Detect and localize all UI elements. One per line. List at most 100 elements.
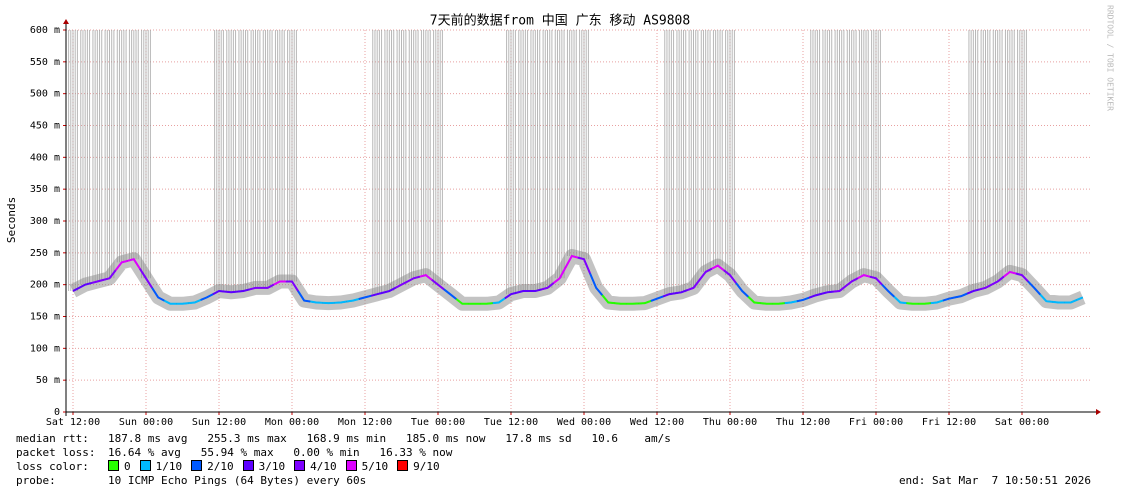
x-tick-label: Mon 12:00 [338,417,392,428]
loss-segment [188,299,202,305]
loss-segment [930,299,944,305]
y-tick-label: 200 m [30,280,60,291]
legend: loss color: 0 1/10 2/10 3/10 4/10 5/10 9/10 [16,460,449,473]
loss-segment [577,256,592,274]
loss-segment [492,297,506,305]
loss-segment [796,296,810,303]
y-tick-label: 250 m [30,248,60,259]
loss-segment [991,275,1005,286]
axis-arrow [1096,409,1101,415]
x-tick-label: Fri 12:00 [922,417,976,428]
loss-segment [820,290,834,295]
loss-segment [541,282,555,291]
loss-segment [954,292,968,299]
legend-label: 5/10 [361,460,389,473]
loss-segment [249,286,262,291]
loss-segment [200,293,214,301]
legend-entry: 2/10 [191,460,234,473]
legend-label: 3/10 [258,460,286,473]
loss-segment [176,302,189,305]
median-stats: median rtt: 187.8 ms avg 255.3 ms max 168… [16,432,671,445]
x-tick-label: Sun 00:00 [119,417,173,428]
legend-label: 4/10 [310,460,337,473]
legend-label: 2/10 [207,460,234,473]
y-tick-label: 100 m [30,343,60,354]
loss-segment [589,273,604,296]
legend-swatch [139,460,151,471]
loss-segment [833,285,847,293]
loss-segment [698,267,713,281]
stat-label: packet loss: [16,446,96,459]
loss-segment [906,302,919,305]
legend-swatch [242,460,254,471]
x-tick-label: Sat 00:00 [995,417,1049,428]
loss-segment [747,296,761,305]
loss-segment [310,300,323,304]
loss-segment [638,299,652,305]
y-tick-label: 550 m [30,57,60,68]
loss-segment [358,294,372,300]
loss-segment [1003,270,1017,278]
end-time: end: Sat Mar 7 10:50:51 2026 [898,474,1091,487]
x-tick-label: Wed 00:00 [557,417,611,428]
x-tick-label: Tue 12:00 [484,417,538,428]
y-tick-label: 500 m [30,89,60,100]
x-tick-label: Mon 00:00 [265,417,319,428]
loss-segment [662,292,676,298]
loss-segment [918,302,931,305]
loss-segment [614,302,627,305]
stat-label: median rtt: [16,432,89,445]
loss-segment [1015,272,1029,283]
loss-segment [869,275,883,286]
loss-segment [881,283,895,298]
loss-segment [1027,280,1041,296]
legend-entry: 4/10 [294,460,337,473]
loss-segment [237,288,250,293]
loss-segment [784,300,798,305]
x-tick-label: Thu 00:00 [703,417,757,428]
loss-segment [723,269,737,284]
loss-segment [1064,299,1078,304]
y-tick-label: 450 m [30,121,60,132]
loss-segment [431,279,445,291]
loss-segment [504,291,518,300]
legend-entry: 1/10 [139,460,182,473]
stat-label: loss color: [16,460,89,473]
legend-swatch [345,460,357,471]
legend-swatch [294,460,306,471]
loss-segment [687,279,701,292]
loss-segment [72,286,80,292]
stat-text: 16.64 % avg 55.94 % max 0.00 % min 16.33… [108,446,453,459]
loss-segment [893,296,907,305]
x-tick-label: Tue 00:00 [411,417,465,428]
axis-arrow [63,19,69,24]
stat-text: 10 ICMP Echo Pings (64 Bytes) every 60s [108,474,367,487]
legend-swatch [108,460,119,471]
y-tick-label: 350 m [30,184,60,195]
loss-segment [151,287,165,302]
legend-entry: 5/10 [345,460,389,473]
legend-swatch [397,460,409,471]
loss-segment [808,292,822,299]
loss-segment [224,290,238,294]
loss-segment [78,282,92,289]
loss-segment [711,264,725,272]
loss-segment [212,290,226,296]
loss-segment [844,277,859,288]
loss-segment [382,286,396,294]
loss-segment [966,288,980,295]
loss-segment [90,278,104,285]
loss-segment [760,302,773,305]
loss-segment [480,302,493,305]
y-tick-label: 150 m [30,312,60,323]
chart: 7天前的数据from 中国 广东 移动 AS9808 Seconds RRDTO… [5,5,1115,428]
x-tick-label: Wed 12:00 [630,417,684,428]
loss-segment [942,296,956,302]
loss-segment [407,275,421,283]
loss-segment [1039,293,1053,303]
x-tick-label: Fri 00:00 [849,417,903,428]
loss-segment [979,283,993,291]
loss-segment [675,289,688,295]
legend-label: 0 [124,460,131,473]
